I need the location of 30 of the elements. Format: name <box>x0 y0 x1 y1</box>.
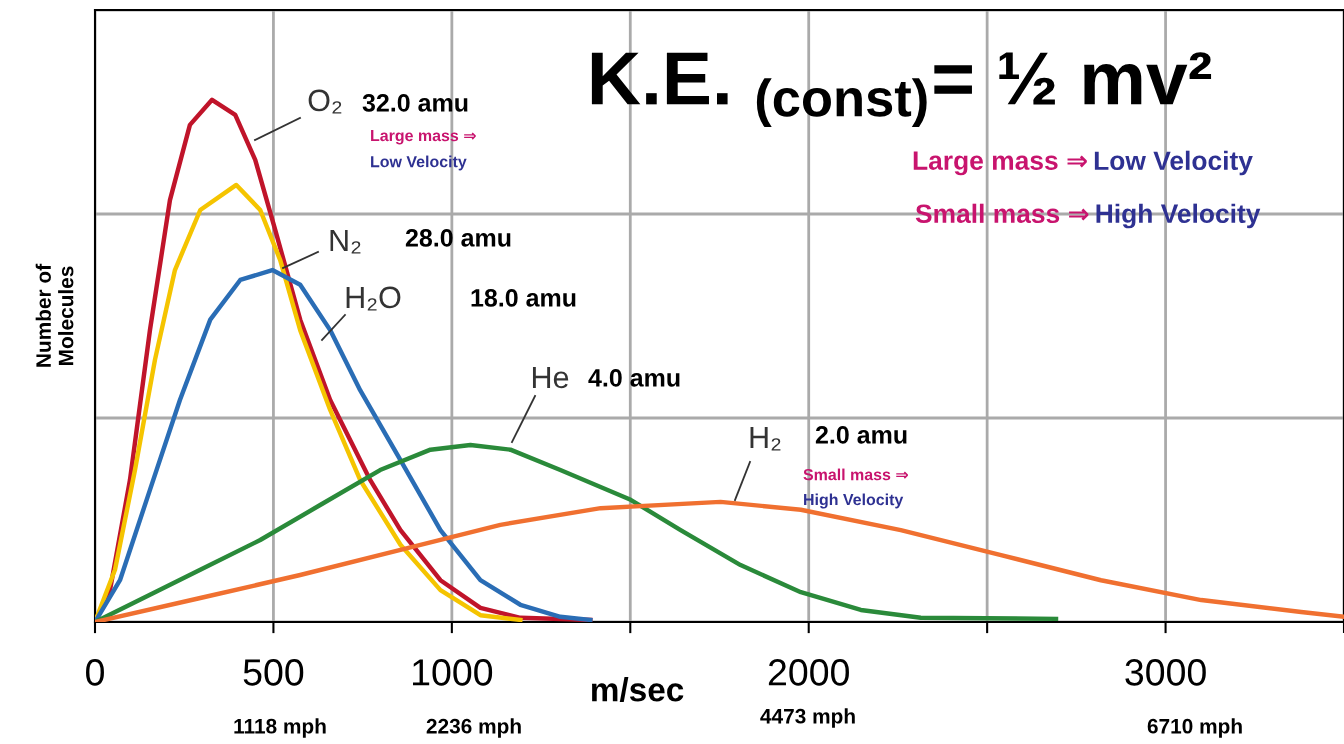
text: He <box>532 366 569 389</box>
annotation: Large mass ⇒ <box>913 151 1087 176</box>
annotation: 32.0 amu <box>362 94 468 112</box>
x-tick-label: 500 <box>243 659 304 686</box>
series-label: H₂O <box>346 286 401 311</box>
x-tick-label: 3000 <box>1125 659 1206 686</box>
y-axis-title: Number of Molecules <box>35 263 74 367</box>
annotation: 2.0 amu <box>815 426 907 444</box>
text: 4473 mph <box>760 708 855 728</box>
text: 2236 mph <box>426 718 521 738</box>
x-tick-label: 0 <box>86 659 104 686</box>
chart-title: K.E. $_{(const)}$= ½ mv² <box>591 52 1212 128</box>
series-label: N₂ <box>330 229 361 254</box>
annotation: High Velocity <box>804 493 904 509</box>
annotation: High Velocity <box>1096 203 1261 229</box>
text: 1118 mph <box>234 718 326 738</box>
annotation: Small mass ⇒ <box>915 203 1089 224</box>
annotation: 4.0 amu <box>588 369 680 387</box>
annotation: Low Velocity <box>1094 150 1253 176</box>
annotation: 18.0 amu <box>471 289 576 307</box>
annotation: Low Velocity <box>371 155 467 171</box>
annotation: Small mass ⇒ <box>803 468 908 481</box>
x-tick-label: 1000 <box>413 659 493 686</box>
series-label: H₂ <box>750 426 781 451</box>
x-tick-label: 2000 <box>768 659 849 686</box>
text: O₂ <box>308 89 342 114</box>
x-axis-title: m/sec <box>592 677 684 702</box>
annotation: Large mass ⇒ <box>371 130 476 145</box>
annotation: 28.0 amu <box>405 229 511 247</box>
text: 6710 mph <box>1147 718 1242 738</box>
